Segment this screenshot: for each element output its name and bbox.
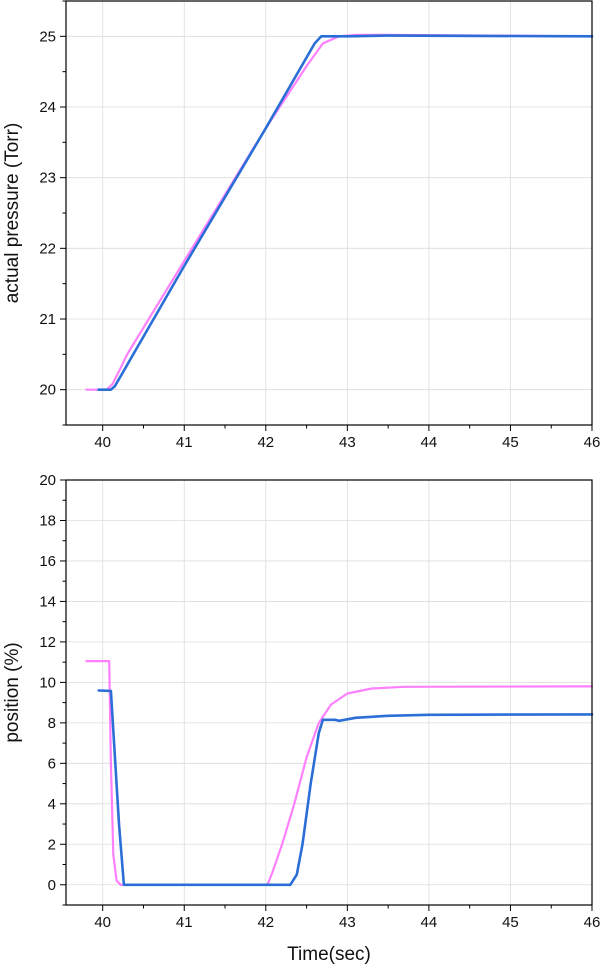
position-x-tick-label: 43	[339, 914, 356, 931]
pressure-y-axis-title: actual pressure (Torr)	[2, 123, 23, 304]
pressure-series-group	[85, 33, 594, 391]
position-grid	[66, 480, 592, 905]
pressure-x-tick-label: 42	[257, 434, 274, 451]
position-y-tick-label: 6	[48, 755, 56, 772]
position-y-tick-label: 10	[39, 674, 56, 691]
pressure-x-tick-label: 41	[176, 434, 193, 451]
pressure-grid	[66, 1, 592, 425]
position-x-tick-label: 42	[257, 914, 274, 931]
pressure-x-tick-label: 46	[584, 434, 601, 451]
pressure-x-tick-label: 45	[502, 434, 519, 451]
position-y-tick-label: 20	[39, 472, 56, 489]
position-plot-frame	[65, 479, 593, 906]
position-y-tick-label: 8	[48, 715, 56, 732]
pressure-y-tick-label: 25	[39, 28, 56, 45]
pressure-y-tick-label: 24	[39, 99, 56, 116]
pressure-plot-frame	[65, 0, 593, 426]
pressure-y-tick-label: 22	[39, 240, 56, 257]
position-x-tick-label: 44	[421, 914, 438, 931]
position-x-tick-label: 41	[176, 914, 193, 931]
position-series-line-2	[97, 689, 594, 887]
position-y-tick-label: 18	[39, 512, 56, 529]
pressure-x-tick-label: 40	[94, 434, 111, 451]
position-series-group	[85, 660, 594, 887]
position-y-tick-label: 12	[39, 634, 56, 651]
position-x-tick-label: 40	[94, 914, 111, 931]
position-series-line-1	[85, 660, 594, 886]
position-y-tick-label: 16	[39, 553, 56, 570]
pressure-ticks: 40 41 42 43 44 45 46 20 21 22 23 24 25	[39, 0, 601, 451]
position-y-tick-label: 4	[48, 796, 56, 813]
pressure-y-tick-label: 23	[39, 170, 56, 187]
pressure-series-line-2	[97, 34, 594, 391]
position-x-tick-label: 46	[584, 914, 601, 931]
position-x-tick-label: 45	[502, 914, 519, 931]
position-y-tick-label: 14	[39, 593, 56, 610]
position-x-axis-title: Time(sec)	[287, 944, 371, 965]
pressure-series-line-1	[85, 33, 594, 391]
pressure-y-tick-label: 21	[39, 311, 56, 328]
pressure-chart: 40 41 42 43 44 45 46 20 21 22 23 24 25 actual pressu…	[2, 0, 601, 451]
pressure-x-tick-label: 43	[339, 434, 356, 451]
pressure-y-tick-label: 20	[39, 382, 56, 399]
position-y-axis-title: position (%)	[2, 642, 23, 742]
pressure-x-tick-label: 44	[421, 434, 438, 451]
position-y-tick-label: 0	[48, 877, 56, 894]
position-y-tick-label: 2	[48, 836, 56, 853]
